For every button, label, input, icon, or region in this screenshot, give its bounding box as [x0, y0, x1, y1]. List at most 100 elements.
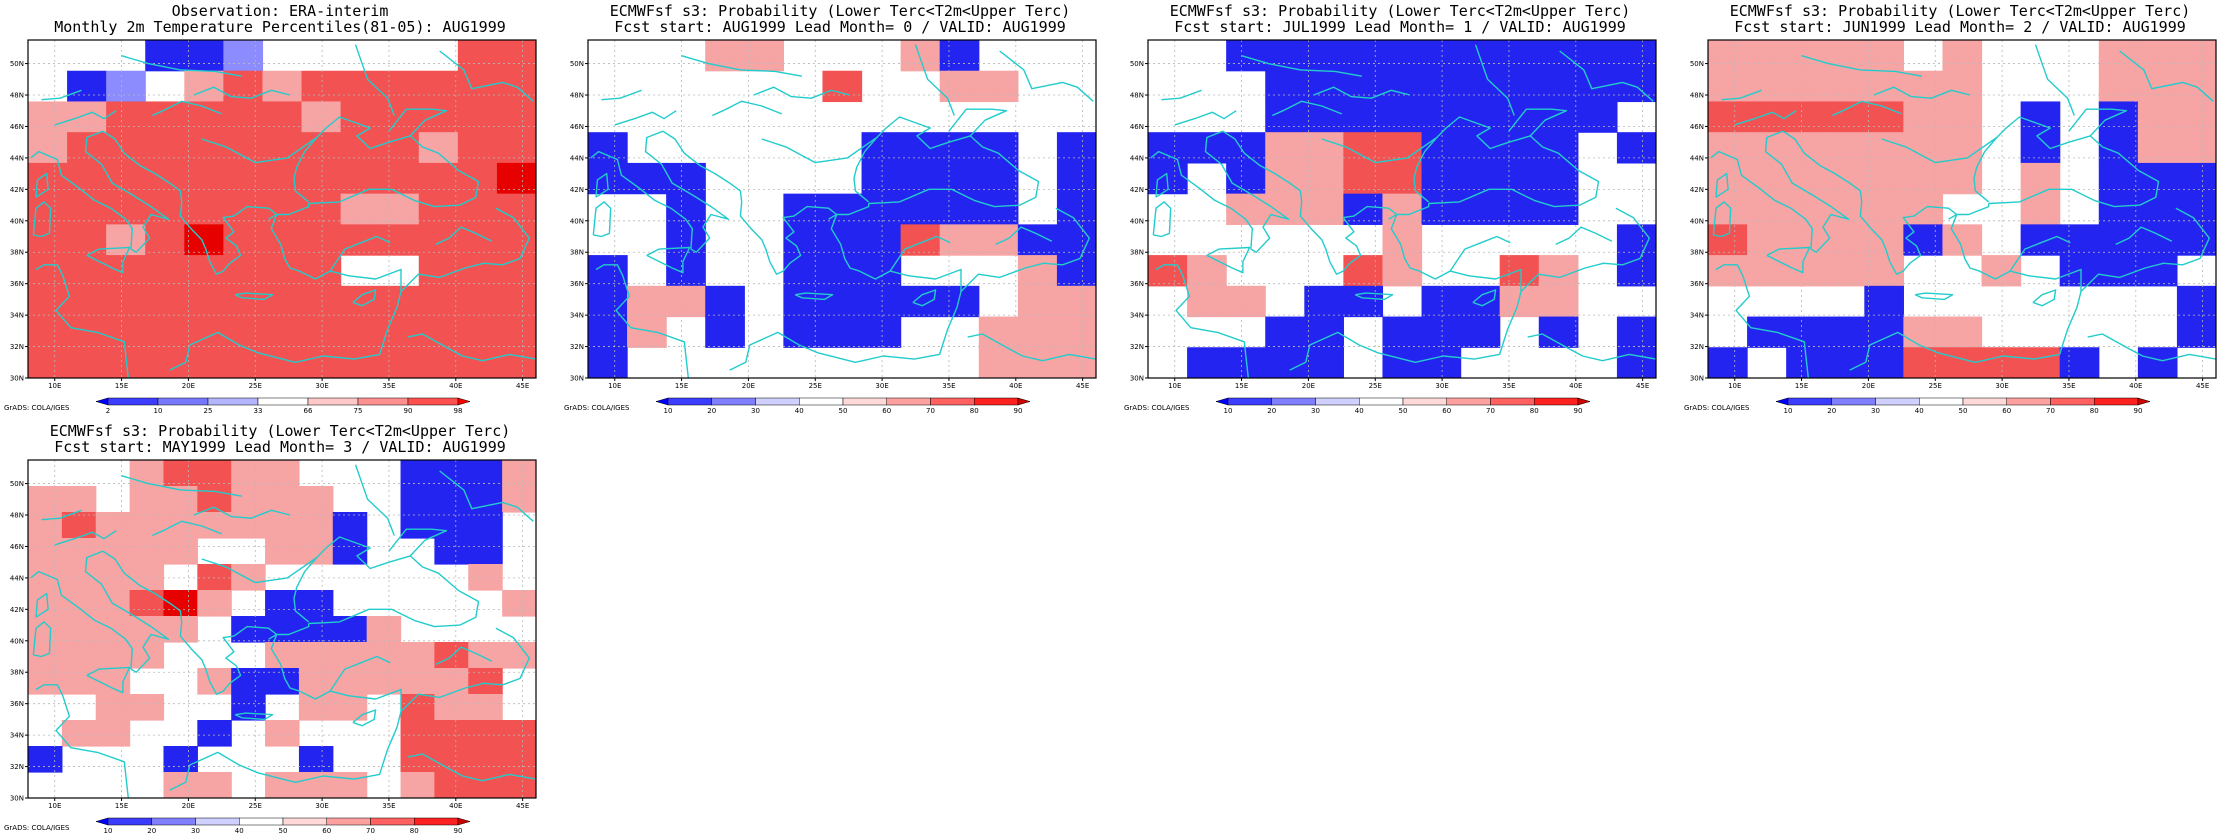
grid-cell	[1304, 40, 1344, 72]
color-bar-label: 10	[104, 827, 113, 835]
color-bar-box	[755, 397, 800, 406]
grid-cell	[184, 255, 224, 287]
grid-cell	[418, 255, 459, 287]
grid-cell	[265, 460, 300, 487]
grid-cell	[1864, 224, 1904, 256]
color-bar-label: 80	[1530, 407, 1539, 415]
lat-label: 48N	[10, 512, 24, 520]
grid-cell	[1825, 70, 1865, 103]
grid-cell	[939, 285, 980, 318]
grid-cell	[1382, 193, 1423, 225]
grid-cell	[783, 255, 824, 287]
grid-cell	[434, 746, 469, 773]
color-bar-label: 20	[707, 407, 716, 415]
grid-cell	[265, 642, 300, 669]
grid-cell	[1864, 285, 1904, 318]
coastline	[439, 470, 534, 522]
color-bar-label: 10	[154, 407, 163, 415]
grid-cell	[457, 347, 498, 378]
lon-label: 20E	[1302, 382, 1315, 390]
lon-label: 45E	[1076, 382, 1089, 390]
lat-label: 40N	[1130, 217, 1144, 225]
grid-cell	[627, 285, 667, 318]
grid-cell	[1017, 224, 1058, 256]
coastline	[662, 130, 838, 275]
grid-cell	[2176, 285, 2216, 318]
panel-title-line1: Observation: ERA-interim	[171, 2, 389, 20]
grid-cell	[1499, 40, 1540, 72]
color-bar-box	[886, 397, 931, 406]
color-bar-box	[207, 397, 259, 406]
grid-cell	[1304, 132, 1344, 164]
color-bar-box	[357, 397, 409, 406]
coastline	[614, 110, 677, 126]
color-bar-box	[307, 397, 359, 406]
coastline	[1914, 292, 1954, 301]
color-bar-box	[239, 817, 284, 826]
grid-cell	[1747, 40, 1787, 72]
plot-frame	[27, 39, 537, 379]
grid-cell	[1825, 193, 1865, 225]
grid-cell	[434, 512, 469, 539]
color-bar-label: 2	[106, 407, 110, 415]
plot-frame	[1147, 39, 1657, 379]
grid-cell	[861, 162, 902, 195]
coastline	[2034, 44, 2075, 116]
grid-cell	[2059, 347, 2100, 378]
grid-cell	[400, 772, 435, 798]
coastline	[1881, 136, 1998, 164]
lat-label: 46N	[10, 543, 24, 551]
lat-label: 34N	[570, 312, 584, 320]
plot-area	[1148, 40, 1656, 378]
grid-cell	[61, 512, 97, 539]
coastline	[1042, 207, 1090, 266]
grid-cell	[457, 70, 498, 103]
grid-cell	[705, 316, 745, 348]
grid-cell	[1265, 316, 1305, 348]
shaded-grid	[588, 40, 1096, 378]
grid-cell	[1708, 224, 1748, 256]
grid-cell	[822, 255, 863, 287]
coastline	[201, 556, 318, 584]
panel-forecast-lead2: ECMWFsf s3: Probability (Lower Terc<T2m<…	[1680, 0, 2240, 420]
grid-cell	[298, 590, 334, 617]
coastline	[293, 536, 480, 628]
lon-label: 30E	[875, 382, 888, 390]
map-plot: 30N 32N 34N 36N 38N 40N 42N 44N 46N 48N 50N 10E 15E 2…	[1130, 39, 1657, 415]
coastline	[1152, 201, 1172, 238]
lon-label: 15E	[115, 802, 128, 810]
color-bar-label: 70	[1486, 407, 1495, 415]
coastline	[948, 108, 1008, 137]
grid-cell	[457, 224, 498, 256]
coastline	[86, 666, 131, 694]
grid-cell	[184, 101, 224, 133]
grid-cell	[95, 720, 131, 747]
color-bar-box	[1962, 397, 2007, 406]
lon-label: 30E	[315, 382, 328, 390]
grid-cell	[2098, 40, 2139, 72]
grid-cell	[468, 512, 503, 539]
coastline	[1715, 172, 1729, 198]
grid-cell	[1747, 193, 1787, 225]
lat-label: 44N	[10, 154, 24, 162]
color-bar-box	[151, 817, 196, 826]
color-bar-box	[107, 817, 152, 826]
grid-cell	[197, 486, 232, 513]
grid-cell	[28, 101, 68, 133]
lat-label: 32N	[1130, 343, 1144, 351]
grid-cell	[1616, 40, 1656, 72]
coastline	[84, 550, 170, 673]
grid-cell	[400, 720, 435, 747]
coastline	[35, 592, 49, 618]
grid-cell	[366, 616, 402, 643]
grid-cell	[1786, 70, 1826, 103]
color-bar-box	[1315, 397, 1360, 406]
grid-cell	[1499, 285, 1540, 318]
grid-cell	[332, 772, 368, 798]
grid-cell	[496, 162, 536, 195]
grid-cell	[861, 224, 902, 256]
lon-label: 35E	[382, 382, 395, 390]
grid-cell	[1421, 193, 1462, 225]
grid-cell	[61, 486, 97, 513]
grid-cell	[1981, 347, 2022, 378]
